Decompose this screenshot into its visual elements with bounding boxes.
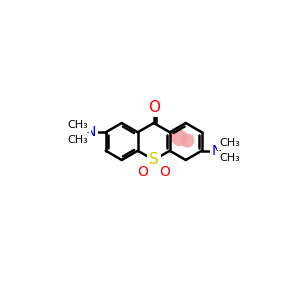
Text: CH₃: CH₃ — [219, 153, 240, 164]
Text: CH₃: CH₃ — [68, 135, 88, 145]
Circle shape — [171, 130, 188, 146]
Circle shape — [180, 134, 194, 148]
Text: N: N — [212, 144, 222, 158]
Text: S: S — [149, 152, 159, 167]
Text: O: O — [159, 165, 170, 179]
Text: CH₃: CH₃ — [219, 138, 240, 148]
Text: O: O — [137, 165, 148, 179]
Text: N: N — [85, 125, 95, 139]
Text: O: O — [148, 100, 160, 116]
Text: CH₃: CH₃ — [68, 119, 88, 130]
